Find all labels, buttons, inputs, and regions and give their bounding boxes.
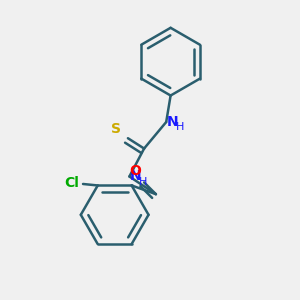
- Text: S: S: [111, 122, 121, 136]
- Text: H: H: [176, 122, 184, 132]
- Text: O: O: [129, 164, 141, 178]
- Text: Cl: Cl: [64, 176, 79, 190]
- Text: N: N: [167, 115, 178, 129]
- Text: N: N: [130, 169, 142, 184]
- Text: H: H: [139, 177, 148, 187]
